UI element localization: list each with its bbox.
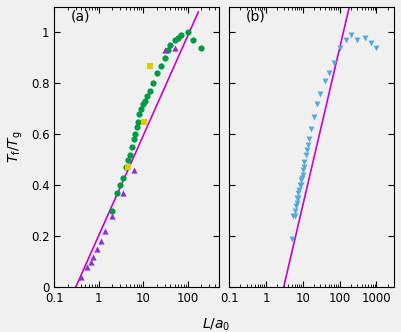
Point	[295, 190, 302, 196]
Point	[185, 30, 191, 35]
Point	[125, 165, 131, 170]
Point	[167, 42, 174, 48]
Point	[294, 196, 300, 201]
Point	[123, 165, 129, 170]
Point	[135, 119, 141, 124]
Point	[306, 137, 312, 142]
Point	[132, 132, 138, 137]
Point	[144, 94, 150, 99]
Point	[300, 165, 307, 170]
Point	[292, 208, 298, 213]
Point	[354, 38, 360, 43]
Point	[290, 213, 296, 218]
Point	[130, 167, 137, 173]
Point	[90, 254, 97, 259]
Point	[293, 203, 299, 208]
Text: (b): (b)	[246, 10, 265, 24]
Point	[288, 236, 295, 241]
Point	[348, 32, 354, 38]
Point	[109, 213, 115, 218]
Point	[164, 47, 171, 53]
Point	[149, 81, 156, 86]
Point	[117, 183, 124, 188]
Point	[294, 201, 300, 206]
Point	[292, 213, 298, 218]
Point	[136, 111, 142, 117]
Point	[301, 160, 308, 165]
Point	[336, 45, 343, 50]
Point	[302, 152, 309, 157]
Point	[147, 63, 153, 68]
Point	[162, 55, 168, 60]
Text: (a): (a)	[71, 10, 90, 24]
Point	[109, 208, 115, 213]
Point	[314, 101, 321, 107]
Point	[300, 173, 306, 178]
Point	[171, 45, 178, 50]
Point	[311, 114, 317, 119]
Point	[134, 124, 140, 129]
Point	[325, 70, 332, 76]
Point	[138, 106, 145, 112]
Point	[298, 178, 304, 183]
Point	[305, 142, 312, 147]
Point	[362, 35, 369, 40]
Point	[331, 60, 337, 66]
Point	[142, 99, 148, 104]
Point	[97, 239, 104, 244]
Point	[140, 101, 147, 107]
Point	[304, 147, 310, 152]
Point	[175, 35, 181, 40]
Point	[162, 47, 168, 53]
Point	[298, 183, 304, 188]
Point	[102, 228, 109, 234]
Point	[113, 190, 120, 196]
Point	[87, 259, 94, 265]
Point	[295, 196, 302, 201]
Point	[158, 63, 164, 68]
Point	[322, 78, 328, 84]
Point	[129, 144, 135, 150]
Point	[120, 175, 126, 180]
Point	[300, 167, 306, 173]
Point	[178, 32, 184, 38]
Point	[141, 119, 148, 124]
Point	[84, 264, 91, 270]
Point	[171, 38, 178, 43]
Point	[125, 157, 131, 162]
Point	[130, 137, 137, 142]
Point	[373, 45, 380, 50]
Point	[154, 70, 160, 76]
Point	[198, 45, 205, 50]
Point	[120, 190, 126, 196]
Point	[147, 88, 153, 94]
Y-axis label: $T_{\mathrm{f}}/T_{\mathrm{g}}$: $T_{\mathrm{f}}/T_{\mathrm{g}}$	[7, 131, 25, 163]
Point	[296, 188, 302, 193]
Point	[317, 91, 324, 96]
Point	[308, 126, 314, 132]
Point	[297, 183, 304, 188]
Point	[127, 152, 133, 157]
Text: $L/a_0$: $L/a_0$	[203, 317, 231, 332]
Point	[93, 246, 100, 252]
Point	[299, 175, 305, 180]
Point	[190, 38, 196, 43]
Point	[343, 38, 349, 43]
Point	[78, 275, 84, 280]
Point	[368, 40, 374, 45]
